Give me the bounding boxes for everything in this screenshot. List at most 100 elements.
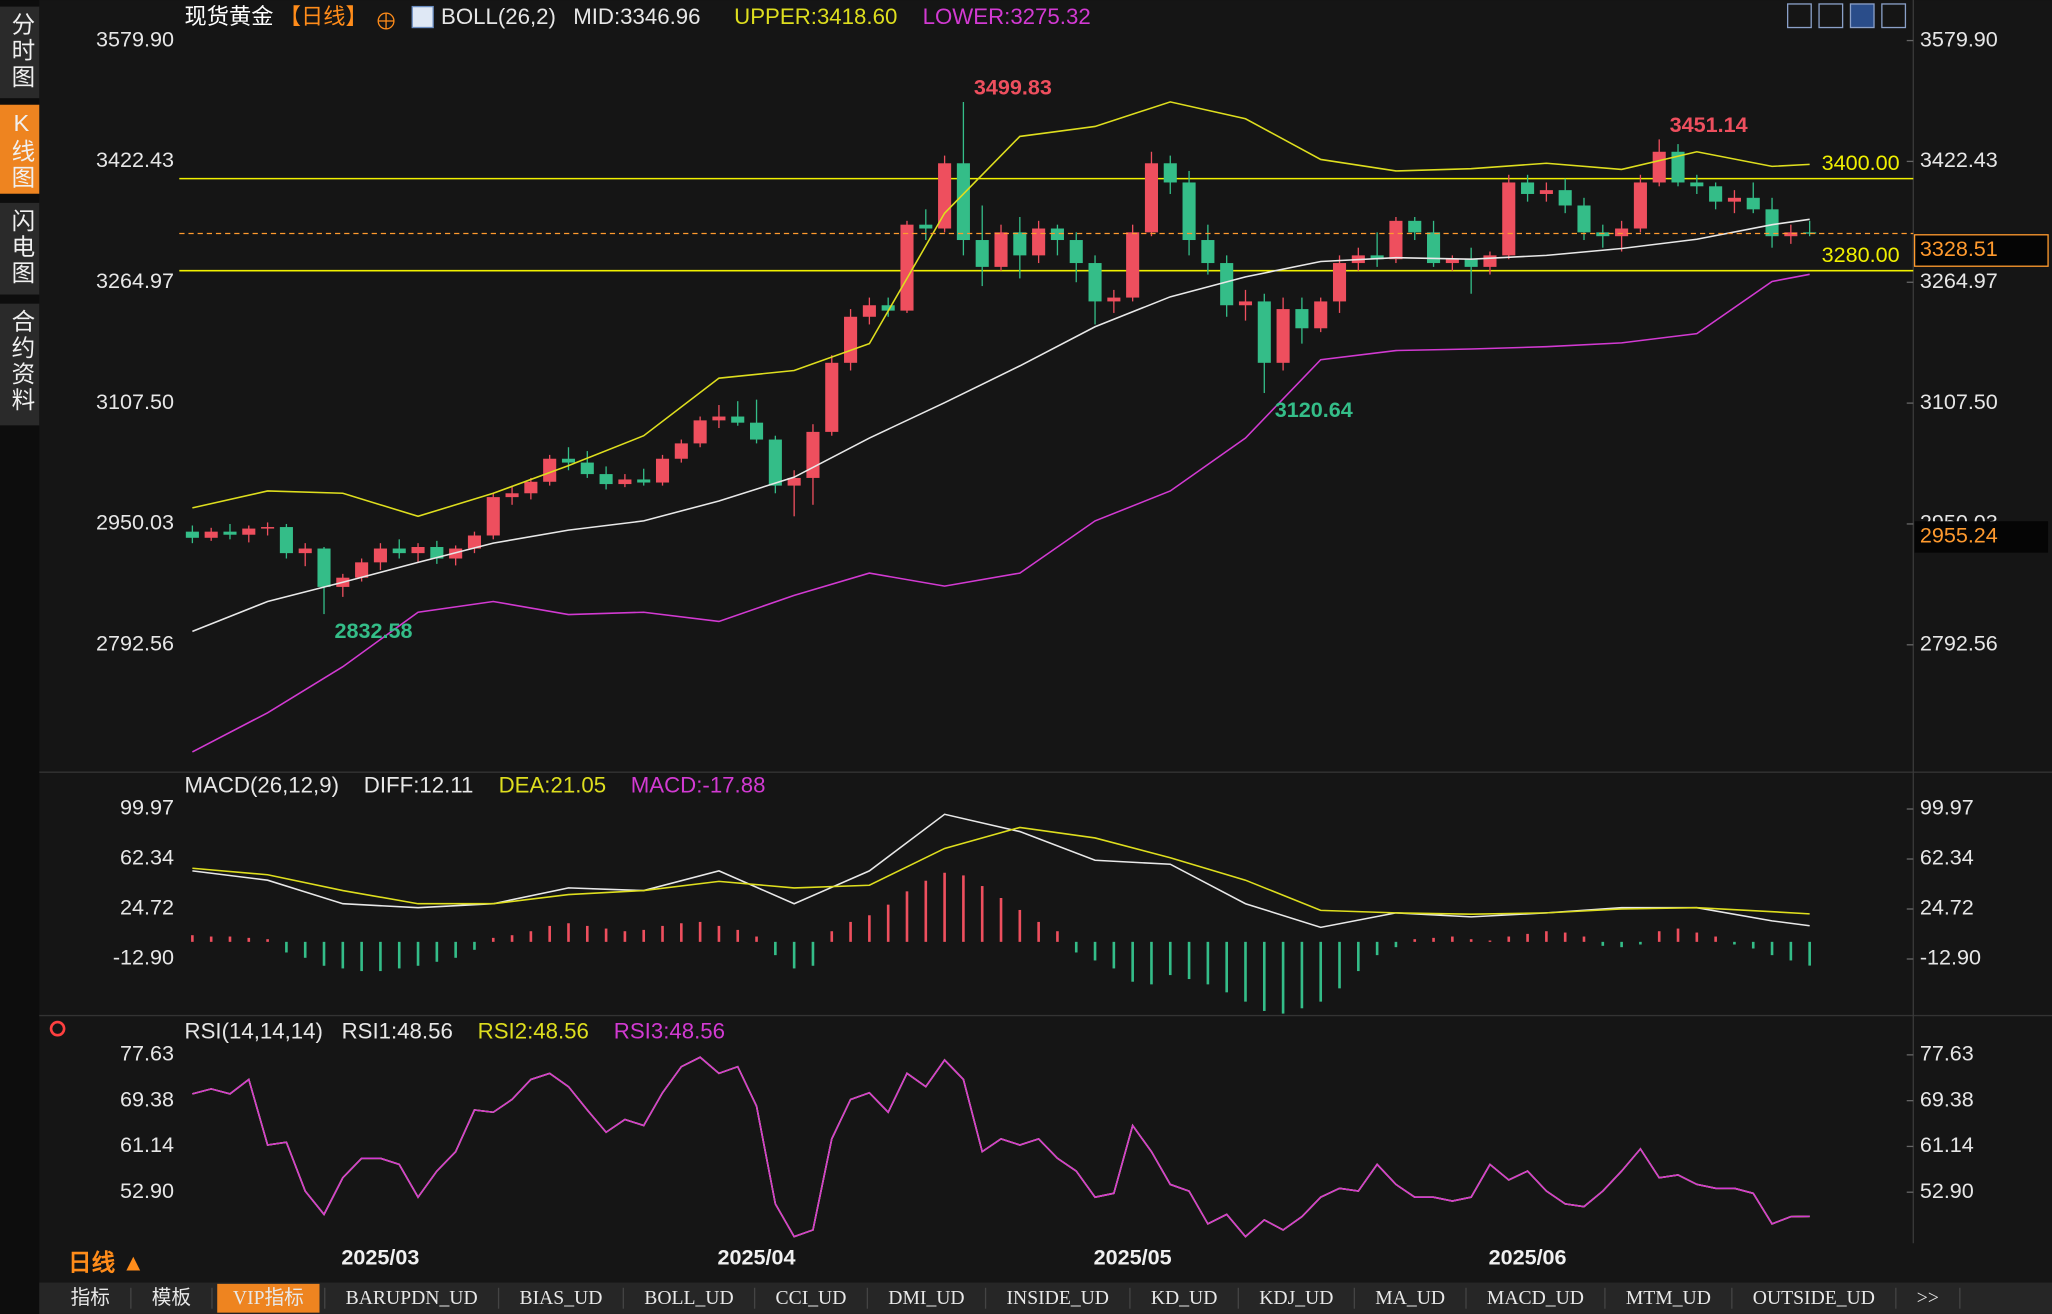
- tab-label[interactable]: VIP指标: [233, 1287, 304, 1309]
- tab-label[interactable]: MACD_UD: [1487, 1288, 1584, 1309]
- candle-body: [317, 548, 331, 587]
- sidebar-tab[interactable]: [0, 6, 40, 99]
- candle-body: [1633, 182, 1647, 229]
- histogram-bar: [379, 941, 382, 972]
- tab-label[interactable]: DMI_UD: [888, 1288, 964, 1309]
- y-tick-label-right: 3264.97: [1920, 268, 1998, 293]
- legend-entry: MACD:-17.88: [631, 772, 766, 797]
- candle-body: [1276, 309, 1290, 363]
- candle-body: [787, 477, 801, 486]
- y-tick-label: 3579.90: [96, 26, 174, 51]
- tab-label[interactable]: >>: [1917, 1288, 1939, 1309]
- tab[interactable]: [628, 1283, 750, 1313]
- candle-body: [1069, 240, 1083, 264]
- settings-icon[interactable]: [49, 1020, 66, 1037]
- sidebar-tab-label[interactable]: 分时图: [8, 12, 34, 91]
- tab[interactable]: [1135, 1283, 1234, 1313]
- icon[interactable]: [1786, 3, 1812, 29]
- tab[interactable]: [217, 1283, 320, 1313]
- histogram-bar: [585, 925, 589, 942]
- tab-label[interactable]: 模板: [152, 1287, 191, 1309]
- y-tick-label-right: 2792.56: [1920, 631, 1998, 656]
- price-box: [1914, 521, 2049, 553]
- candle-body: [1709, 186, 1723, 202]
- tab-label[interactable]: OUTSIDE_UD: [1753, 1288, 1875, 1309]
- histogram-bar: [1657, 931, 1661, 942]
- tab[interactable]: [1610, 1283, 1727, 1313]
- candle-body: [1088, 263, 1102, 302]
- tab[interactable]: [872, 1283, 981, 1313]
- indicator-icon[interactable]: [411, 5, 434, 29]
- tab-label[interactable]: BIAS_UD: [520, 1288, 603, 1309]
- tab[interactable]: [136, 1283, 207, 1313]
- histogram-bar: [1432, 937, 1435, 942]
- candle-body: [1013, 232, 1027, 256]
- sidebar-tab-label[interactable]: K线图: [8, 110, 34, 191]
- tab[interactable]: [1901, 1283, 1955, 1313]
- tab[interactable]: [1737, 1283, 1891, 1313]
- tab[interactable]: [1243, 1283, 1350, 1313]
- candle-body: [994, 232, 1008, 267]
- tab[interactable]: [54, 1283, 126, 1313]
- histogram-bar: [774, 941, 777, 956]
- histogram-bar: [1751, 941, 1755, 949]
- y-tick-label-right: 3422.43: [1920, 147, 1998, 172]
- candle-body: [1389, 220, 1403, 260]
- histogram-bar: [905, 891, 909, 942]
- histogram-bar: [943, 872, 946, 942]
- reference-label: 3400.00: [1822, 150, 1900, 175]
- histogram-bar: [999, 897, 1003, 942]
- sidebar-tab[interactable]: [0, 202, 40, 295]
- tab[interactable]: [1471, 1283, 1600, 1313]
- tab-label[interactable]: INSIDE_UD: [1007, 1288, 1109, 1309]
- sidebar-tab[interactable]: [0, 104, 40, 194]
- candle-body: [486, 497, 500, 536]
- y-tick-label-right: -12.90: [1920, 945, 1981, 970]
- x-tick-label: 2025/04: [718, 1245, 796, 1270]
- histogram-bar: [1074, 941, 1078, 953]
- histogram-bar: [191, 935, 194, 942]
- histogram-bar: [661, 925, 664, 942]
- tab[interactable]: [329, 1283, 494, 1313]
- tab-label[interactable]: MTM_UD: [1626, 1288, 1711, 1309]
- sidebar-tab[interactable]: [0, 303, 40, 426]
- tab-label[interactable]: CCI_UD: [776, 1288, 847, 1309]
- histogram-bar: [1206, 941, 1210, 985]
- tab-label[interactable]: KDJ_UD: [1259, 1288, 1333, 1309]
- icon[interactable]: [1881, 3, 1907, 29]
- histogram-bar: [1695, 932, 1699, 942]
- tab-label[interactable]: BARUPDN_UD: [346, 1288, 478, 1309]
- histogram-bar: [1168, 941, 1172, 976]
- histogram-bar: [1582, 936, 1586, 942]
- histogram-bar: [698, 921, 702, 942]
- candle-body: [1050, 228, 1064, 241]
- candle-body: [1220, 263, 1234, 306]
- tab-label[interactable]: MA_UD: [1375, 1288, 1445, 1309]
- legend-entry: UPPER:3418.60: [734, 4, 897, 29]
- tab[interactable]: [503, 1283, 619, 1313]
- candle-body: [1558, 190, 1572, 206]
- tab[interactable]: [759, 1283, 863, 1313]
- candle-body: [1671, 151, 1685, 183]
- candle-body: [1144, 163, 1159, 233]
- sidebar-tab-label[interactable]: 合约资料: [8, 309, 35, 414]
- icon[interactable]: [1849, 3, 1875, 29]
- icon[interactable]: [1818, 3, 1844, 29]
- period-label[interactable]: 日线 ▲: [68, 1249, 145, 1275]
- tab-label[interactable]: 指标: [71, 1287, 110, 1309]
- tab[interactable]: [1359, 1283, 1461, 1313]
- candle-body: [1539, 190, 1553, 194]
- histogram-bar: [849, 921, 852, 942]
- histogram-bar: [1018, 909, 1022, 942]
- y-tick-label-right: 3579.90: [1920, 26, 1998, 51]
- sidebar-tab-label[interactable]: 闪电图: [8, 208, 34, 287]
- tab-label[interactable]: BOLL_UD: [644, 1288, 733, 1309]
- histogram-bar: [1131, 941, 1134, 982]
- tab[interactable]: [990, 1283, 1125, 1313]
- tab-label[interactable]: KD_UD: [1151, 1288, 1218, 1309]
- x-tick-label: 2025/03: [341, 1245, 419, 1270]
- histogram-bar: [1093, 941, 1097, 961]
- candle-body: [1784, 232, 1798, 237]
- candle-body: [467, 535, 482, 549]
